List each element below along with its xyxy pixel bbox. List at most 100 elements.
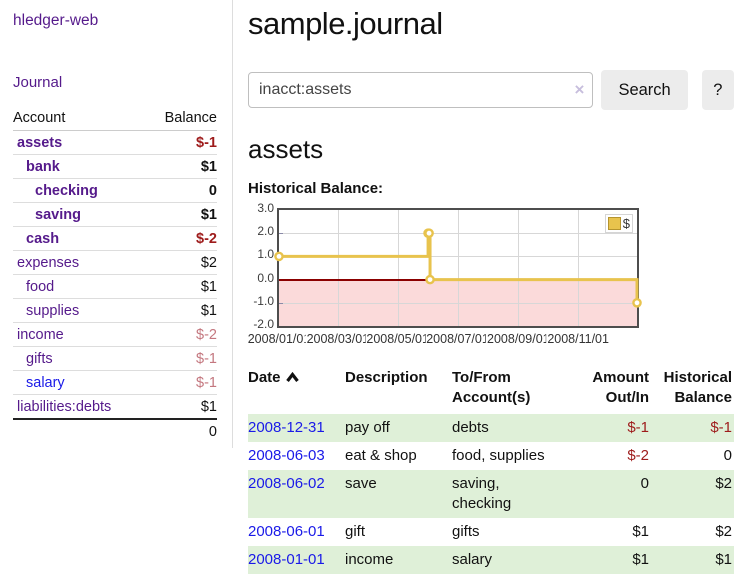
chart-y-tick: [279, 302, 283, 304]
chart-y-tick-label: -1.0: [253, 293, 274, 308]
txn-balance-cell: $2: [715, 523, 732, 540]
account-balance-cell: $1: [146, 154, 217, 179]
sort-ascending-icon: [285, 369, 299, 389]
txn-balance-cell: 0: [723, 447, 732, 464]
txn-amount-cell: $-1: [560, 414, 649, 442]
account-balance-cell: $1: [146, 394, 217, 419]
account-name-cell: expenses: [13, 250, 147, 275]
chart-y-tick-label: 3.0: [257, 201, 274, 215]
transaction-row: 2008-12-31 pay off debts $-1 $-1: [248, 414, 734, 442]
sidebar-account-checking[interactable]: checking: [35, 182, 98, 199]
txn-balance-cell: $1: [649, 546, 734, 574]
txn-header-amount: Amount Out/In: [592, 369, 649, 406]
transactions-table: Date Description To/From Account(s) Amou…: [248, 366, 734, 574]
sidebar-item-journal[interactable]: Journal: [13, 74, 63, 91]
accounts-total-spacer: [13, 418, 147, 443]
txn-date-link[interactable]: 2008-06-01: [248, 523, 325, 540]
account-row: expenses $2: [13, 250, 217, 275]
sidebar-account-gifts[interactable]: gifts: [26, 350, 53, 367]
chart-series-line: [274, 228, 642, 308]
account-row: liabilities:debts $1: [13, 394, 217, 419]
txn-header-description: Description: [345, 369, 428, 386]
transaction-row: 2008-06-03 eat & shop food, supplies $-2 0: [248, 442, 734, 470]
chart-x-tick-label: 2008/05/01: [365, 332, 430, 346]
help-button[interactable]: ?: [701, 70, 734, 110]
sidebar-account-salary[interactable]: salary: [26, 374, 65, 391]
sidebar-account-cash[interactable]: cash: [26, 230, 60, 247]
account-balance-cell: $-1: [146, 346, 217, 371]
account-row: bank $1: [13, 154, 217, 179]
txn-balance-cell: $2: [649, 470, 734, 518]
account-name-cell: salary: [13, 370, 147, 395]
account-balance-cell: $1: [146, 202, 217, 227]
txn-description-cell: gift: [345, 523, 366, 540]
chart-legend: $: [604, 214, 633, 233]
account-name-cell: liabilities:debts: [13, 394, 147, 419]
sidebar-account-liabilities-debts[interactable]: liabilities:debts: [17, 398, 112, 415]
accounts-total-value: 0: [146, 418, 217, 443]
chart-gridline: [578, 210, 580, 326]
txn-accounts-cell: salary: [452, 546, 560, 574]
sidebar-account-expenses[interactable]: expenses: [17, 254, 80, 271]
transactions-table-body: 2008-12-31 pay off debts $-1 $-1 2008-06-03 ea…: [248, 414, 734, 574]
txn-description-cell: save: [345, 470, 452, 518]
account-row: income $-2: [13, 322, 217, 347]
chart-data-point: [632, 298, 642, 308]
txn-date-link[interactable]: 2008-12-31: [248, 419, 325, 436]
accounts-table-body: assets $-1 bank $1 checking 0 saving $1 cash $-2 e…: [13, 131, 217, 443]
txn-amount-cell: $1: [632, 523, 649, 540]
account-row: saving $1: [13, 202, 217, 227]
sidebar-account-food[interactable]: food: [26, 278, 55, 295]
account-balance-cell: $-1: [196, 134, 217, 151]
sidebar-account-bank[interactable]: bank: [26, 158, 60, 175]
chart-gridline: [518, 210, 520, 326]
txn-accounts-cell: gifts: [452, 523, 480, 540]
historical-balance-chart: $ 3.0 2.0 1.0 0.0 -1.0 -2.0 2008/01/01 2008/03…: [246, 201, 734, 348]
account-name-cell: assets: [13, 131, 146, 155]
txn-accounts-cell: food, supplies: [452, 447, 545, 464]
clear-search-icon[interactable]: ×: [574, 80, 585, 99]
txn-date-link[interactable]: 2008-01-01: [248, 551, 325, 568]
search-input[interactable]: [248, 72, 594, 108]
chart-data-point: [424, 228, 434, 239]
account-name-cell: gifts: [13, 346, 147, 371]
account-name-cell: cash: [13, 226, 147, 251]
chart-y-tick: [279, 233, 283, 235]
account-name-cell: income: [13, 322, 147, 347]
account-row: supplies $1: [13, 298, 217, 323]
account-row: gifts $-1: [13, 346, 217, 371]
account-row: checking 0: [13, 178, 217, 203]
chart-gridline: [397, 210, 399, 326]
account-balance-cell: $1: [146, 274, 217, 299]
txn-header-date[interactable]: Date: [248, 366, 345, 414]
account-name-cell: saving: [13, 202, 147, 227]
account-balance-cell: $1: [146, 298, 217, 323]
account-balance-cell: 0: [146, 178, 217, 203]
chart-gridline: [457, 210, 459, 326]
chart-x-tick-label: 2008/03/01: [305, 332, 371, 346]
txn-date-cell: 2008-12-31: [248, 414, 345, 442]
account-row: assets $-1: [13, 131, 217, 155]
sidebar-account-income[interactable]: income: [17, 326, 64, 343]
txn-date-link[interactable]: 2008-06-03: [248, 447, 325, 464]
chart-gridline: [337, 210, 339, 326]
txn-description-cell: pay off: [345, 414, 452, 442]
txn-date-link[interactable]: 2008-06-02: [248, 475, 325, 492]
chart-data-point: [425, 274, 435, 285]
sidebar-account-supplies[interactable]: supplies: [26, 302, 80, 319]
sidebar: hledger-web Journal Account Balance asse…: [0, 0, 233, 448]
sidebar-account-assets[interactable]: assets: [17, 134, 63, 151]
search-button[interactable]: Search: [601, 70, 688, 110]
chart-x-tick-label: 2008/09/01: [486, 332, 551, 346]
account-balance-cell: $2: [146, 250, 217, 275]
chart-x-tick-label: 2008/07/01: [425, 332, 490, 346]
account-name-cell: supplies: [13, 298, 147, 323]
app-title-link[interactable]: hledger-web: [13, 12, 99, 29]
accounts-table: Account Balance assets $-1 bank $1 checking 0…: [13, 107, 217, 443]
txn-amount-cell: $-2: [627, 447, 649, 464]
sidebar-account-saving[interactable]: saving: [35, 206, 81, 223]
txn-header-balance: Historical Balance: [663, 369, 732, 406]
main-content: sample.journal × Search ? assets Histori…: [246, 0, 734, 574]
accounts-total-row: 0: [13, 418, 217, 443]
account-row: cash $-2: [13, 226, 217, 251]
